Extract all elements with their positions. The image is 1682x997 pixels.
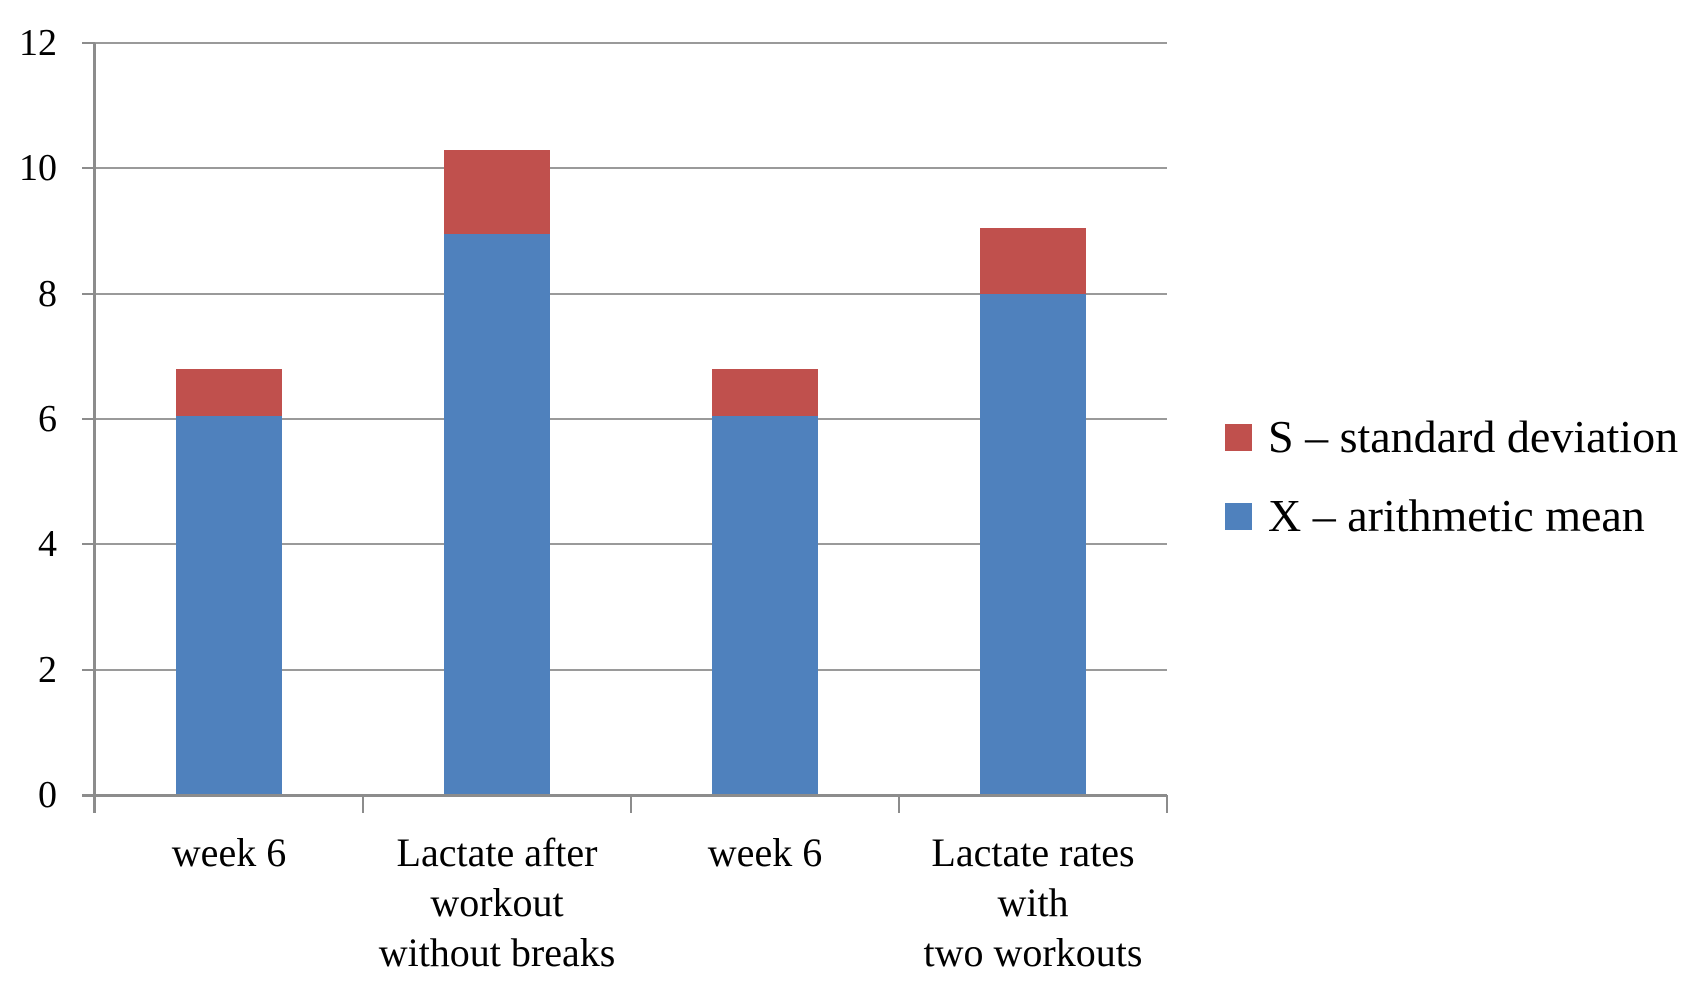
bar-0-segment-stdev (176, 368, 282, 416)
x-category-label-1: Lactate after workout without breaks (378, 830, 616, 975)
gridline-8 (95, 292, 1167, 295)
legend-row-1: X – arithmetic mean (1225, 490, 1645, 542)
gridline-10 (95, 167, 1167, 170)
x-category-label-3: Lactate rates with two workouts (923, 830, 1143, 975)
y-tick-8 (82, 292, 95, 295)
x-axis-line (82, 794, 1167, 797)
x-tick-0 (94, 795, 96, 813)
y-tick-label-2: 2 (38, 648, 57, 691)
y-tick-label-12: 12 (19, 22, 57, 64)
y-tick-label-4: 4 (38, 523, 57, 566)
legend-swatch-0 (1225, 423, 1252, 451)
x-tick-4 (1166, 795, 1168, 813)
bar-2-segment-stdev (712, 368, 818, 416)
y-tick-4 (82, 543, 95, 546)
y-axis-line (93, 43, 96, 813)
bar-2-segment-mean (712, 415, 818, 795)
y-tick-label-0: 0 (38, 774, 57, 816)
x-tick-3 (898, 795, 900, 813)
gridline-6 (95, 418, 1167, 420)
bar-1-segment-stdev (444, 149, 550, 235)
y-tick-12 (82, 42, 95, 44)
y-tick-label-6: 6 (38, 398, 57, 440)
y-tick-10 (82, 167, 95, 170)
y-tick-0 (82, 794, 95, 796)
legend-label-0: S – standard deviation (1268, 411, 1679, 462)
bar-3-segment-stdev (980, 227, 1086, 294)
bar-3-segment-mean (980, 293, 1086, 795)
gridline-2 (95, 668, 1167, 671)
y-tick-label-10: 10 (19, 147, 57, 190)
gridline-4 (95, 543, 1167, 546)
x-tick-2 (630, 795, 632, 813)
bar-1-segment-mean (444, 234, 550, 795)
y-tick-6 (82, 418, 95, 420)
y-tick-label-8: 8 (38, 272, 57, 315)
legend-label-1: X – arithmetic mean (1268, 490, 1645, 541)
x-category-label-2: week 6 (707, 830, 823, 875)
x-tick-1 (362, 795, 364, 813)
x-category-label-0: week 6 (171, 830, 287, 875)
legend-swatch-1 (1225, 502, 1252, 530)
y-tick-2 (82, 668, 95, 671)
gridline-12 (95, 42, 1167, 44)
legend-row-0: S – standard deviation (1225, 411, 1678, 463)
bar-0-segment-mean (176, 415, 282, 795)
